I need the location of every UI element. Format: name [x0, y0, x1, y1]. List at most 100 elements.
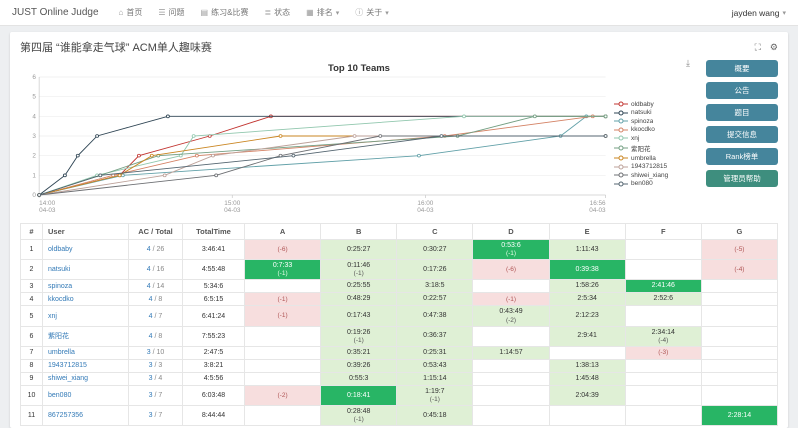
user-menu[interactable]: jayden wang ▾ — [732, 8, 786, 18]
nav-item-about[interactable]: ⓘ 关于 ▾ — [355, 7, 389, 18]
page-title: 第四届 “谁能拿走气球” ACM单人趣味赛 — [20, 42, 212, 54]
chart-title: Top 10 Teams — [328, 63, 390, 74]
rank-cell: 1 — [20, 238, 43, 261]
total-time-cell: 8:44:44 — [182, 405, 245, 427]
legend-marker-icon — [614, 118, 628, 124]
legend-item-shiwei_xiang[interactable]: shiwei_xiang — [614, 172, 698, 179]
sidebar-button-announcements[interactable]: 公告 — [706, 82, 778, 99]
download-icon[interactable]: ⤓ — [686, 58, 690, 68]
problem-cell-A: (-6) — [243, 238, 322, 261]
problem-cell-F — [624, 371, 702, 386]
problem-cell-B: 0:19:26 (-1) — [320, 325, 398, 347]
problem-cell-E: 1:58:26 — [548, 279, 626, 294]
problem-cell-B: 0:11:46 (-1) — [320, 259, 398, 281]
user-link[interactable]: natsuki — [48, 266, 71, 274]
legend-label: kkocdko — [631, 126, 655, 134]
nav-item-rank[interactable]: ▦ 排名 ▾ — [306, 7, 339, 18]
table-row: 4 kkocdko 4 / 8 6:5:15 (-1) 0:48:29 0:22:57 (-1… — [20, 292, 779, 307]
legend-item-umbrella[interactable]: umbrella — [614, 155, 698, 162]
user-cell: 紫阳花 — [42, 325, 129, 347]
svg-text:4: 4 — [32, 113, 36, 120]
gear-icon[interactable]: ⚙ — [769, 41, 778, 52]
nav-item-home[interactable]: ⌂ 首页 — [119, 7, 143, 18]
problem-cell-C: 0:53:43 — [396, 358, 474, 373]
chart-section: Top 10 Teams ⤓ 0 1 2 3 4 5 6 14:00 04-03 15:00 04-… — [20, 58, 698, 217]
nav-item-problems[interactable]: ☰ 问题 — [158, 7, 184, 18]
table-row: 7 umbrella 3 / 10 2:47:5 0:35:21 0:25:31 1:14:… — [20, 345, 779, 360]
user-link[interactable]: ben080 — [48, 392, 72, 400]
user-cell: oldbaby — [42, 238, 129, 261]
user-cell: natsuki — [42, 259, 129, 281]
problem-cell-F — [624, 358, 702, 373]
problem-cell-G: (-5) — [700, 238, 779, 261]
ac-total-cell: 3 / 3 — [128, 358, 183, 373]
nav-item-status[interactable]: ≣ 状态 — [264, 7, 290, 18]
user-cell: 867257356 — [42, 405, 129, 427]
sidebar-buttons: 概要 公告 题目 提交信息 Rank榜单 管理员帮助 — [706, 58, 778, 217]
user-link[interactable]: kkocdko — [48, 295, 74, 303]
problem-cell-B: 0:17:43 — [320, 305, 398, 327]
legend-item-1943712815[interactable]: 1943712815 — [614, 163, 698, 170]
user-link[interactable]: shiwei_xiang — [48, 375, 89, 383]
fullscreen-icon[interactable]: ⛶ — [754, 41, 761, 52]
total-time-cell: 3:46:41 — [182, 238, 245, 261]
legend-marker-icon — [614, 101, 628, 107]
user-cell: umbrella — [42, 345, 129, 360]
user-link[interactable]: oldbaby — [48, 246, 73, 254]
title-icons: ⛶ ⚙ — [755, 42, 778, 53]
table-row: 5 xnj 4 / 7 6:41:24 (-1) 0:17:43 0:47:38 0:43:4… — [20, 305, 779, 327]
ac-total-cell: 4 / 26 — [128, 238, 183, 261]
nav-item-contests[interactable]: ▤ 练习&比赛 — [201, 7, 249, 18]
ac-total-cell: 3 / 7 — [128, 384, 183, 407]
problem-cell-D — [472, 405, 550, 427]
problem-cell-G: (-4) — [700, 259, 779, 281]
user-link[interactable]: spinoza — [48, 282, 73, 290]
nav-label: 问题 — [168, 8, 185, 17]
sidebar-button-problems[interactable]: 题目 — [706, 104, 778, 121]
caret-down-icon: ▾ — [782, 9, 786, 17]
problem-cell-E: 2:12:23 — [548, 305, 626, 327]
legend-item-kkocdko[interactable]: kkocdko — [614, 126, 698, 133]
problem-cell-F: (-3) — [624, 345, 702, 360]
legend-item-oldbaby[interactable]: oldbaby — [614, 101, 698, 108]
problem-cell-G — [700, 371, 779, 386]
column-header-totaltime: TotalTime — [182, 223, 245, 240]
legend-marker-icon — [614, 110, 628, 116]
legend-marker-icon — [614, 145, 628, 151]
problem-cell-E: 2:04:39 — [548, 384, 626, 407]
svg-text:04-03: 04-03 — [417, 207, 434, 214]
problem-cell-F: 2:34:14 (-4) — [624, 325, 702, 347]
table-row: 1 oldbaby 4 / 26 3:46:41 (-6) 0:25:27 0:30:27 0… — [20, 238, 779, 261]
brand-logo[interactable]: JUST Online Judge — [12, 7, 99, 18]
legend-item-spinoza[interactable]: spinoza — [614, 118, 698, 125]
ac-total-cell: 3 / 7 — [128, 405, 183, 427]
total-time-cell: 3:8:21 — [182, 358, 245, 373]
user-cell: kkocdko — [42, 292, 129, 307]
user-link[interactable]: 1943712815 — [48, 362, 87, 370]
sidebar-button-overview[interactable]: 概要 — [706, 60, 778, 77]
problem-cell-G: 2:28:14 — [700, 405, 779, 427]
problem-cell-C: 0:36:37 — [396, 325, 474, 347]
total-time-cell: 6:03:48 — [182, 384, 245, 407]
user-cell: ben080 — [42, 384, 129, 407]
user-link[interactable]: 紫阳花 — [48, 333, 69, 341]
legend-item-ben080[interactable]: ben080 — [614, 180, 698, 187]
problem-cell-F: 2:52:6 — [624, 292, 702, 307]
series-line-xnj — [39, 115, 606, 196]
user-link[interactable]: xnj — [48, 312, 57, 320]
svg-text:0: 0 — [32, 192, 36, 199]
problem-cell-G — [700, 279, 779, 294]
legend-item-natsuki[interactable]: natsuki — [614, 109, 698, 116]
sidebar-button-rank[interactable]: Rank榜单 — [706, 148, 778, 165]
user-link[interactable]: umbrella — [48, 349, 75, 357]
problem-cell-E — [548, 345, 626, 360]
sidebar-button-admin-help[interactable]: 管理员帮助 — [706, 170, 778, 187]
legend-item-紫阳花[interactable]: 紫阳花 — [614, 143, 698, 153]
problem-cell-B: 0:55:3 — [320, 371, 398, 386]
problem-cell-E: 1:45:48 — [548, 371, 626, 386]
svg-text:04-03: 04-03 — [589, 207, 606, 214]
user-link[interactable]: 867257356 — [48, 412, 84, 420]
legend-item-xnj[interactable]: xnj — [614, 135, 698, 142]
user-cell: shiwei_xiang — [42, 371, 129, 386]
sidebar-button-submissions[interactable]: 提交信息 — [706, 126, 778, 143]
